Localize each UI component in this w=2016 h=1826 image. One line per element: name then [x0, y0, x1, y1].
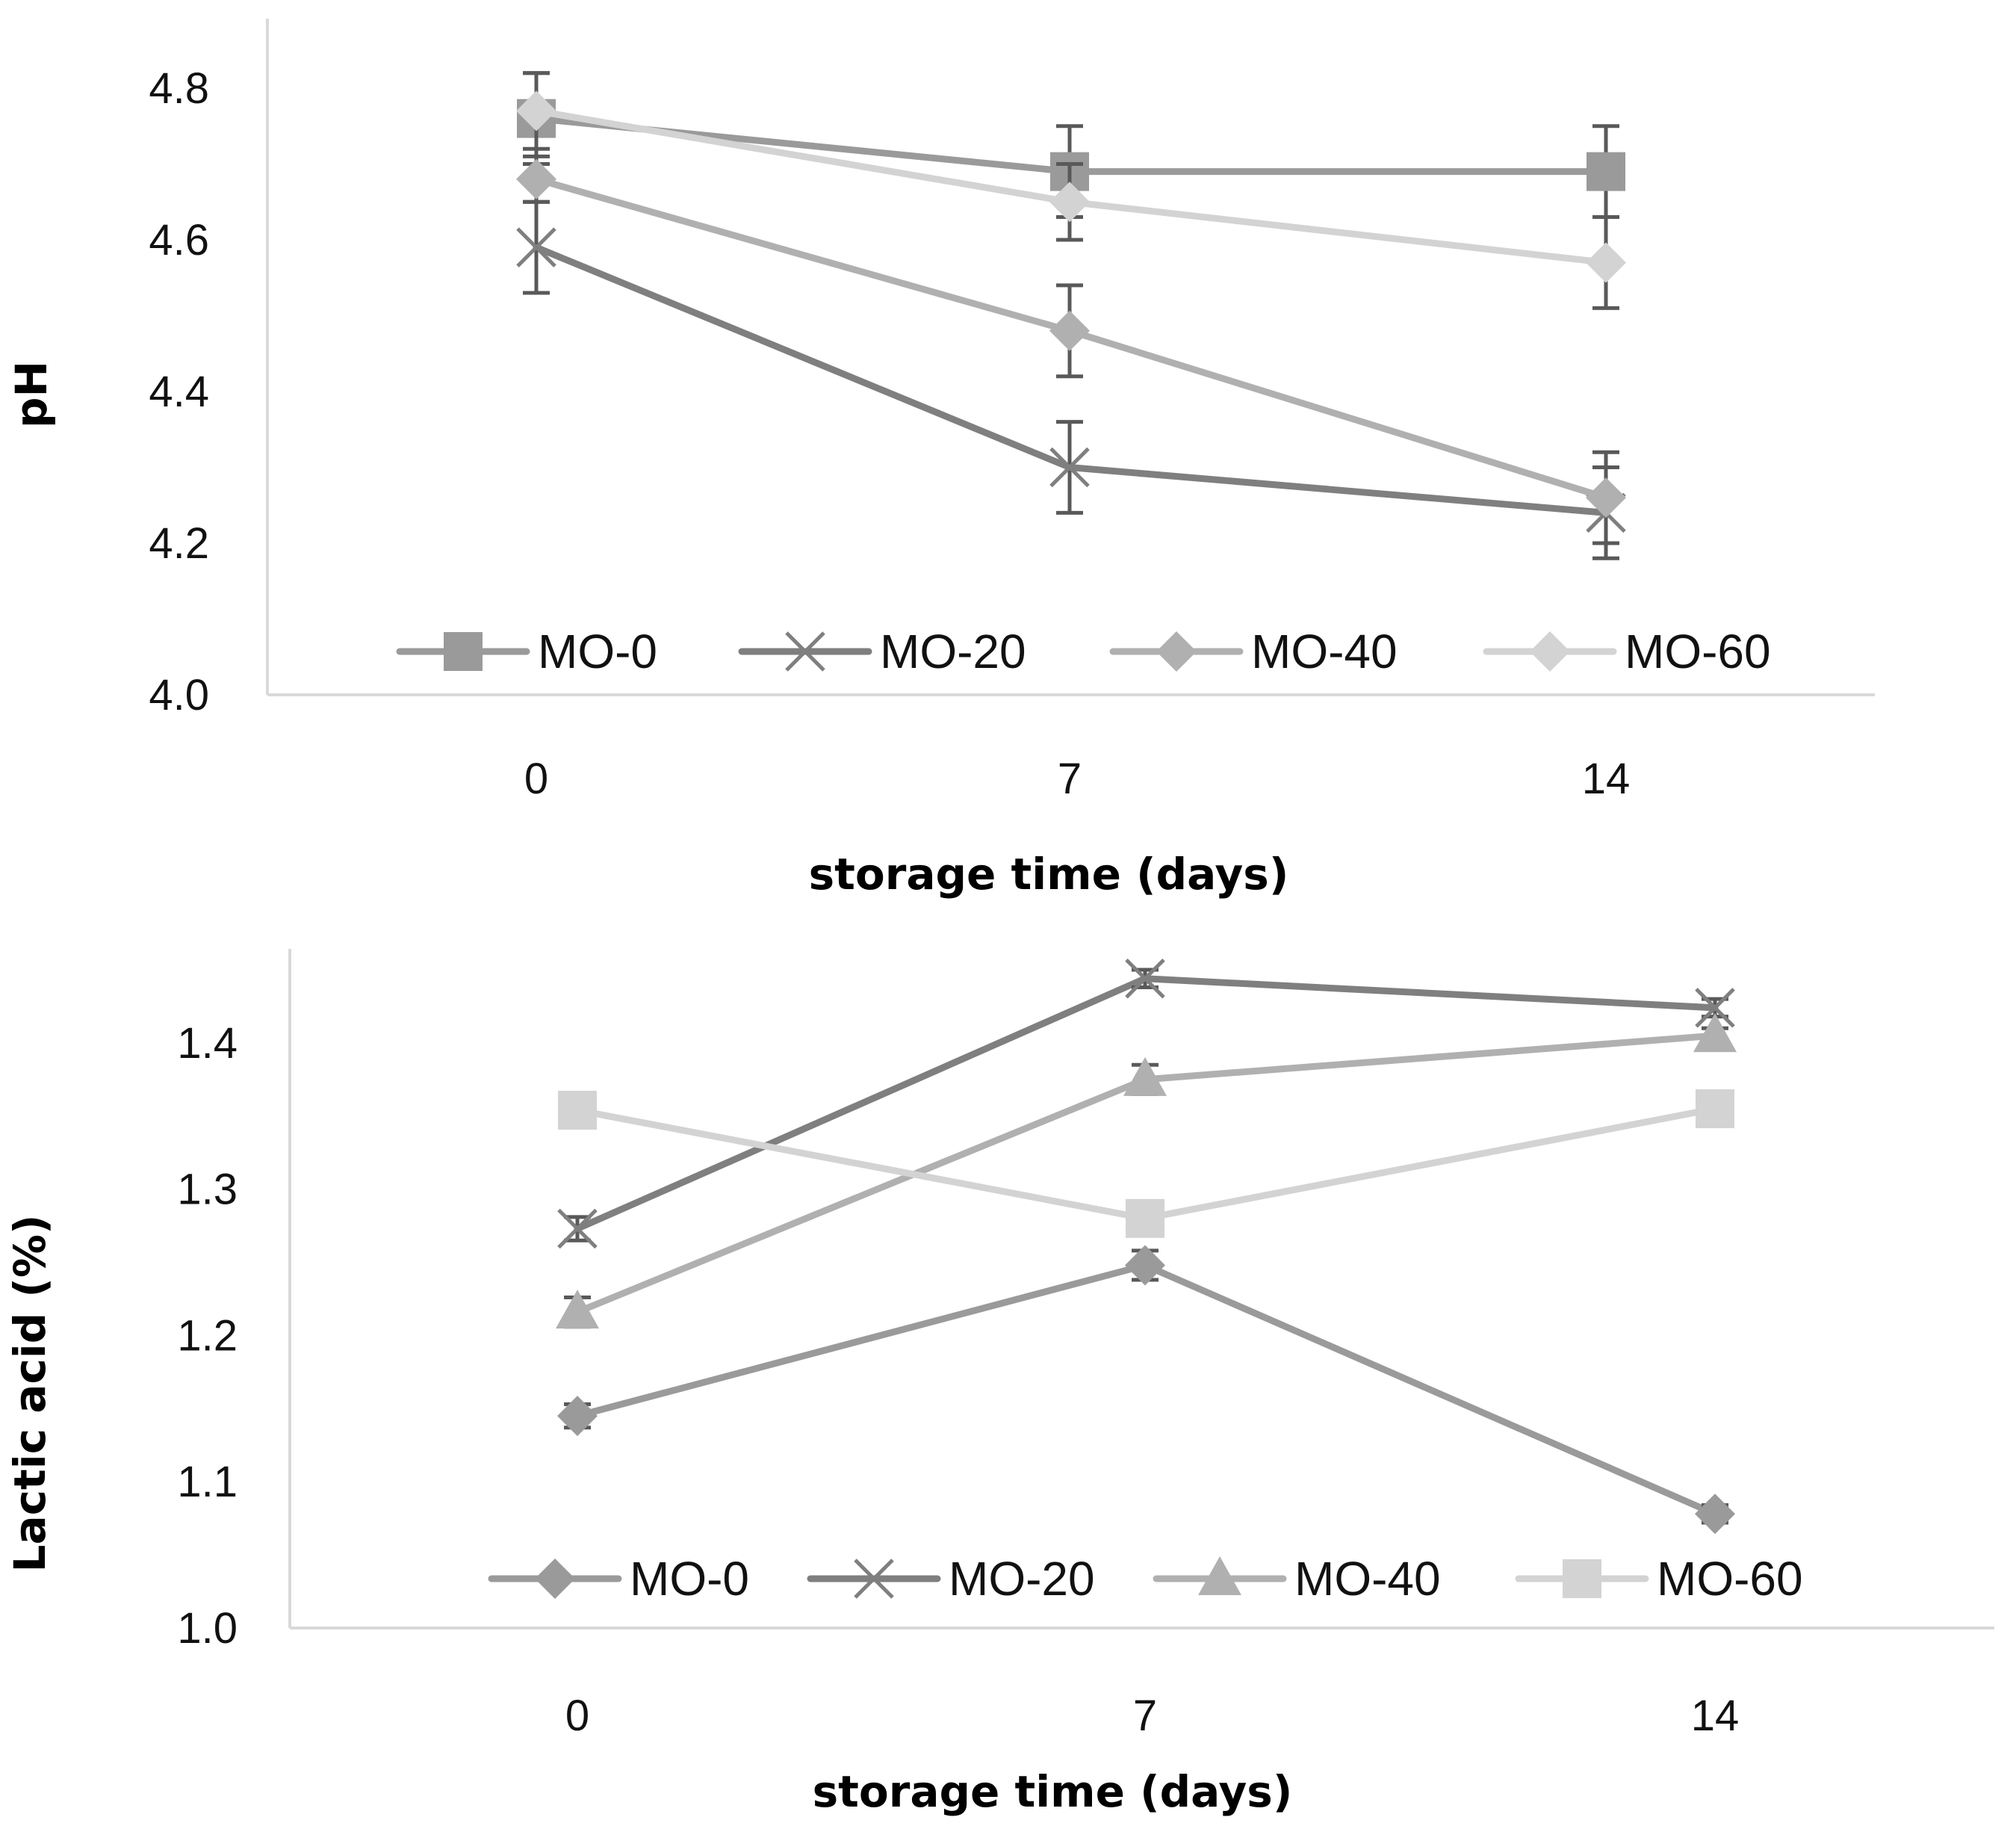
legend-label: MO-20 — [949, 1552, 1095, 1606]
lactic-acid-chart: 1.0 1.1 1.2 1.3 1.4 0 7 14 storage time (days) La… — [4, 949, 1994, 1817]
legend-marker — [1198, 1556, 1241, 1595]
legend-item: MO-60 — [1515, 1552, 1803, 1606]
data-point — [516, 90, 556, 131]
ph-chart: 4.0 4.2 4.4 4.6 4.8 0 7 14 storage time (days) pH… — [6, 19, 1875, 900]
legend-label: MO-40 — [1294, 1552, 1441, 1606]
series-line — [574, 975, 1719, 1233]
data-point — [1049, 310, 1090, 351]
x-tick-label: 7 — [1058, 755, 1082, 803]
data-point — [1696, 1089, 1734, 1128]
data-point — [1695, 1494, 1735, 1535]
legend-marker — [1563, 1559, 1601, 1598]
legend-marker — [1156, 631, 1197, 672]
legend-label: MO-40 — [1251, 625, 1398, 678]
series-mo-0 — [557, 1245, 1735, 1535]
data-point — [1049, 182, 1090, 223]
y-tick-label: 4.0 — [149, 671, 209, 719]
data-point — [1587, 152, 1625, 191]
y-tick-label: 1.2 — [177, 1311, 238, 1360]
series-mo-40 — [516, 154, 1626, 545]
series-mo-40 — [556, 1013, 1737, 1329]
series-mo-60 — [558, 1089, 1734, 1238]
y-tick-label: 4.8 — [149, 64, 209, 113]
data-point — [557, 1396, 598, 1437]
legend-item: MO-40 — [1109, 625, 1398, 678]
data-point — [1586, 242, 1626, 283]
legend-label: MO-60 — [1657, 1552, 1803, 1606]
x-tick-label: 7 — [1133, 1692, 1157, 1740]
data-point — [557, 1208, 598, 1249]
y-tick-label: 1.1 — [177, 1458, 238, 1506]
data-point — [1049, 447, 1090, 488]
data-point — [1125, 1245, 1165, 1286]
legend-item: MO-0 — [488, 1552, 749, 1606]
legend-item: MO-20 — [807, 1552, 1095, 1606]
legend-label: MO-60 — [1625, 625, 1771, 678]
x-tick-label: 14 — [1691, 1692, 1740, 1740]
x-tick-label: 14 — [1582, 755, 1631, 803]
data-point — [556, 1290, 599, 1329]
legend-item: MO-60 — [1483, 625, 1771, 678]
data-point — [1126, 1198, 1164, 1238]
data-point — [1125, 958, 1165, 999]
legend-marker — [854, 1559, 894, 1599]
legend-label: MO-0 — [538, 625, 657, 678]
legend-marker — [1530, 631, 1570, 672]
y-tick-label: 4.4 — [149, 368, 209, 416]
data-point — [1123, 1056, 1167, 1096]
legend-marker — [444, 632, 483, 671]
data-point — [1693, 1013, 1737, 1053]
data-point — [516, 227, 556, 267]
legend-label: MO-0 — [630, 1552, 749, 1606]
data-point — [558, 1090, 597, 1130]
x-axis-title: storage time (days) — [809, 849, 1289, 900]
series-line — [574, 1261, 1719, 1517]
legend-item: MO-40 — [1153, 1552, 1441, 1606]
y-axis-title: pH — [6, 361, 57, 428]
y-tick-label: 4.6 — [149, 216, 209, 264]
x-tick-label: 0 — [565, 1692, 589, 1740]
data-point — [1586, 477, 1626, 519]
y-tick-label: 1.0 — [177, 1604, 238, 1653]
y-tick-label: 1.4 — [177, 1019, 238, 1068]
data-point — [516, 158, 556, 199]
x-tick-label: 0 — [524, 755, 548, 803]
legend-label: MO-20 — [880, 625, 1026, 678]
data-point — [1695, 988, 1735, 1028]
y-tick-label: 1.3 — [177, 1166, 238, 1214]
legend-marker — [535, 1559, 575, 1599]
legend-item: MO-20 — [738, 625, 1026, 678]
series-mo-20 — [516, 199, 1626, 560]
x-axis-title: storage time (days) — [813, 1766, 1293, 1817]
series-mo-60 — [516, 71, 1626, 310]
legend-item: MO-0 — [396, 625, 657, 678]
legend-marker — [785, 631, 825, 672]
y-tick-label: 4.2 — [149, 519, 209, 568]
y-axis-title: Lactic acid (%) — [4, 1215, 55, 1573]
